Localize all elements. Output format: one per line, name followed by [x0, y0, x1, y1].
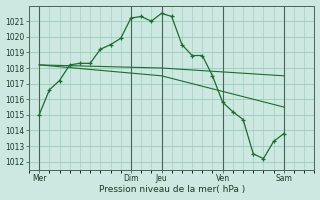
- X-axis label: Pression niveau de la mer( hPa ): Pression niveau de la mer( hPa ): [99, 185, 245, 194]
